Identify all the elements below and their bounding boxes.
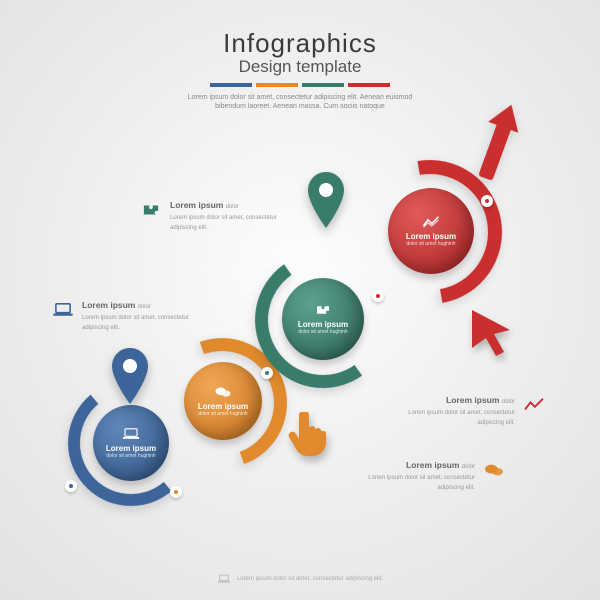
diagram-stage: Lorem ipsum dolor sit amet hughinh Lorem… xyxy=(0,0,600,600)
arrow-cursor-icon xyxy=(468,308,514,363)
label-body: Lorem ipsum dolor sit amet, consectetur … xyxy=(408,410,515,427)
node-title: Lorem ipsum xyxy=(406,232,456,241)
joint-dot xyxy=(170,486,182,498)
hand-cursor-icon xyxy=(288,408,334,463)
node-title: Lorem ipsum xyxy=(198,402,248,411)
joint-dot xyxy=(261,367,273,379)
node-title: Lorem ipsum xyxy=(298,320,348,329)
node-sub: dolor sit amet hughinh xyxy=(406,241,455,247)
laptop-icon xyxy=(52,300,74,318)
footer-text: Lorem ipsum dolor sit amet, consectetur … xyxy=(237,576,383,582)
label-hint: dolor xyxy=(138,304,151,310)
node-sub: dolor sit amet hughinh xyxy=(198,411,247,417)
node-title: Lorem ipsum xyxy=(106,444,156,453)
label-body: Lorem ipsum dolor sit amet, consectetur … xyxy=(82,315,189,332)
laptop-icon xyxy=(217,574,231,584)
map-pin-icon xyxy=(110,348,150,409)
label-title: Lorem ipsum xyxy=(82,300,135,310)
node-sub: dolor sit amet hughinh xyxy=(298,329,347,335)
label-hint: dolor xyxy=(226,204,239,210)
label-title: Lorem ipsum xyxy=(446,395,499,405)
joint-dot xyxy=(372,290,384,302)
chat-icon xyxy=(483,460,505,478)
label-chat: Lorem ipsum dolor Lorem ipsum dolor sit … xyxy=(345,460,505,493)
puzzle-icon xyxy=(314,303,332,317)
node-green: Lorem ipsum dolor sit amet hughinh xyxy=(282,278,364,360)
node-orange: Lorem ipsum dolor sit amet hughinh xyxy=(184,362,262,440)
footer: Lorem ipsum dolor sit amet, consectetur … xyxy=(0,574,600,584)
map-pin-icon xyxy=(306,172,346,233)
label-chart: Lorem ipsum dolor Lorem ipsum dolor sit … xyxy=(385,395,545,428)
label-puzzle: Lorem ipsum dolor Lorem ipsum dolor sit … xyxy=(140,200,290,233)
joint-dot xyxy=(481,195,493,207)
puzzle-icon xyxy=(140,200,162,218)
label-laptop: Lorem ipsum dolor Lorem ipsum dolor sit … xyxy=(52,300,202,333)
terminal-arrow-icon xyxy=(478,119,513,181)
label-hint: dolor xyxy=(502,399,515,405)
chart-icon xyxy=(523,395,545,413)
node-blue: Lorem ipsum dolor sit amet hughinh xyxy=(93,405,169,481)
node-red: Lorem ipsum dolor sit amet hughinh xyxy=(388,188,474,274)
label-hint: dolor xyxy=(462,464,475,470)
node-sub: dolor sit amet hughinh xyxy=(106,453,155,459)
label-body: Lorem ipsum dolor sit amet, consectetur … xyxy=(170,215,277,232)
label-title: Lorem ipsum xyxy=(170,200,223,210)
chat-icon xyxy=(214,385,232,399)
chart-icon xyxy=(422,215,440,229)
joint-dot xyxy=(65,480,77,492)
label-body: Lorem ipsum dolor sit amet, consectetur … xyxy=(368,475,475,492)
laptop-icon xyxy=(122,427,140,441)
label-title: Lorem ipsum xyxy=(406,460,459,470)
